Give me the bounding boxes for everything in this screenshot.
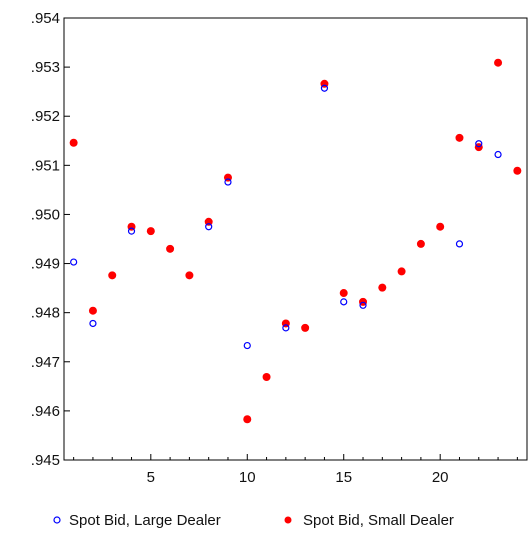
large-dealer-point [359, 301, 367, 309]
legend-label: Spot Bid, Large Dealer [69, 512, 221, 529]
small-dealer-point [436, 222, 445, 231]
small-dealer-point [397, 267, 406, 276]
small-dealer-point [185, 271, 194, 280]
large-dealer-point [282, 324, 290, 332]
small-dealer-point [339, 289, 348, 298]
y-tick-label: .950 [31, 206, 60, 223]
small-dealer-point [108, 271, 117, 280]
x-tick-label: 10 [239, 469, 256, 486]
y-tick-label: .952 [31, 108, 60, 125]
large-dealer-point [340, 298, 348, 306]
small-dealer-point [88, 306, 97, 315]
x-axis: 5 10 15 20 [73, 454, 518, 486]
large-dealer-point [494, 150, 502, 159]
y-tick-label: .949 [31, 256, 60, 273]
small-dealer-point [301, 323, 310, 332]
large-dealer-point [70, 258, 78, 266]
y-axis: .945 .946 .947 .948 .949 .950 .951 .952 .953 .954 [31, 10, 70, 469]
data-points [69, 58, 522, 424]
y-tick-label: .947 [31, 354, 60, 371]
plot-frame [63, 17, 528, 461]
large-dealer-point [455, 240, 464, 248]
y-tick-label: .954 [31, 10, 60, 27]
x-tick-label: 20 [432, 469, 449, 486]
small-dealer-point [146, 227, 155, 236]
small-dealer-point [262, 373, 271, 381]
small-dealer-point [243, 415, 252, 424]
y-tick-label: .946 [31, 403, 60, 420]
y-tick-label: .945 [31, 452, 60, 469]
y-tick-label: .953 [31, 59, 60, 76]
y-tick-label: .948 [31, 305, 60, 322]
x-tick-label: 15 [335, 469, 352, 486]
legend-label: Spot Bid, Small Dealer [303, 512, 454, 529]
small-dealer-point [166, 244, 175, 253]
legend-marker-small-dealer [284, 516, 292, 524]
small-dealer-point [455, 133, 464, 142]
small-dealer-point [513, 166, 522, 175]
small-dealer-point [494, 58, 503, 67]
large-dealer-point [243, 341, 251, 350]
large-dealer-point [127, 227, 136, 235]
large-dealer-point [475, 140, 483, 148]
large-dealer-point [320, 84, 329, 92]
y-tick-label: .951 [31, 157, 60, 174]
small-dealer-point [416, 239, 425, 248]
legend-marker-large-dealer [53, 516, 61, 524]
small-dealer-point [69, 138, 78, 147]
large-dealer-point [89, 319, 97, 328]
small-dealer-point [378, 283, 387, 292]
large-dealer-point [205, 223, 213, 231]
x-tick-label: 5 [147, 469, 155, 486]
large-dealer-point [224, 178, 232, 186]
legend: Spot Bid, Large Dealer Spot Bid, Small De… [53, 512, 454, 529]
